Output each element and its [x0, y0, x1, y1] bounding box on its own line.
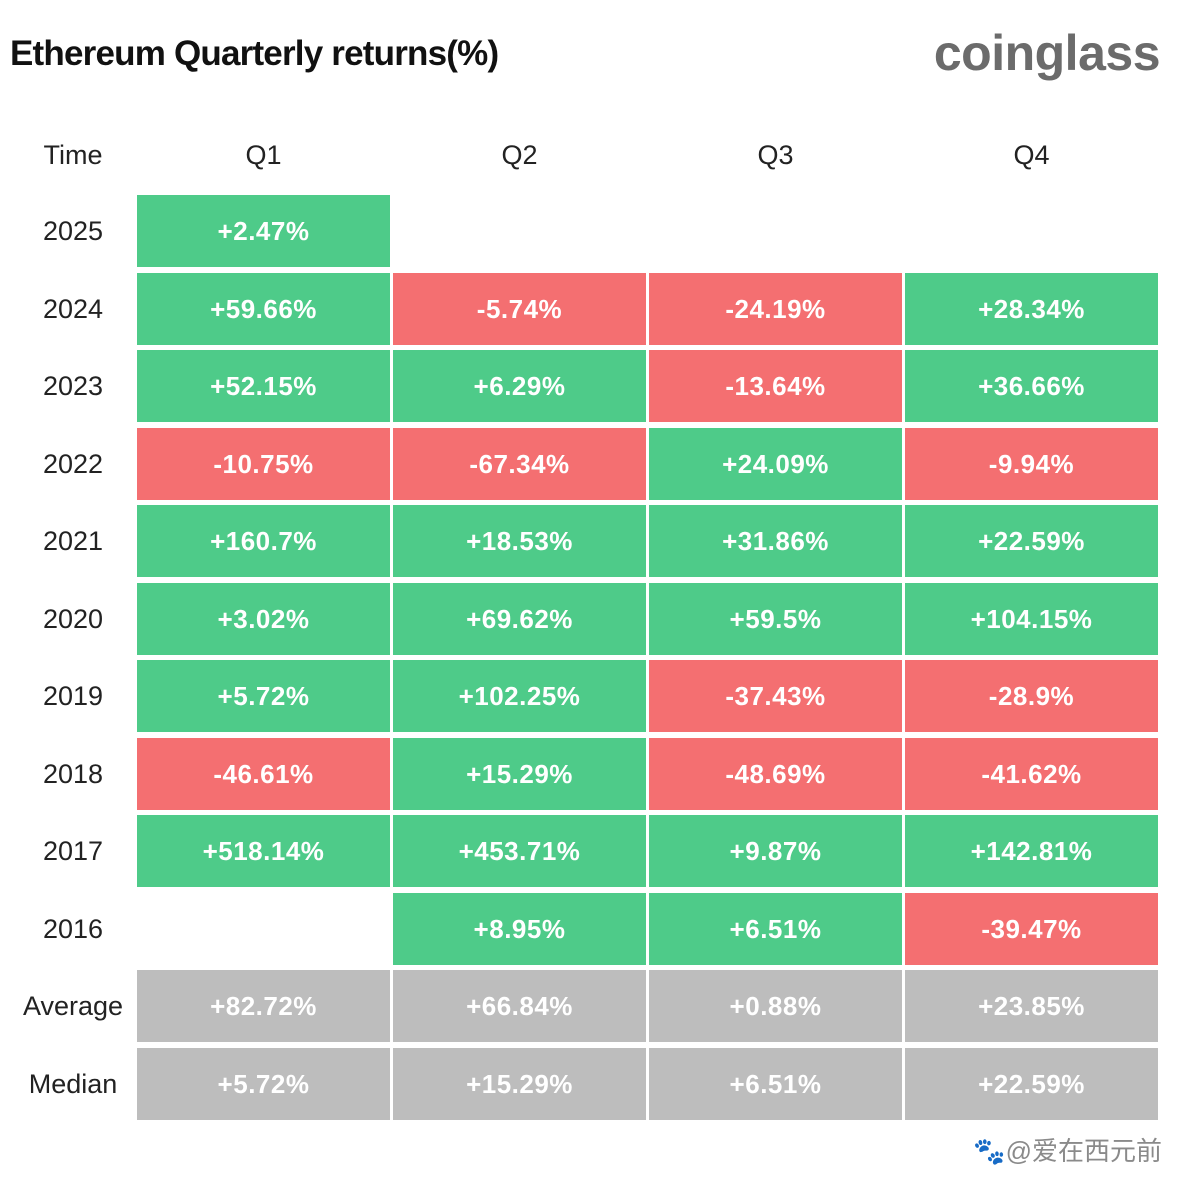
summary-cell: +6.51%: [649, 1048, 902, 1120]
row-label-2021: 2021: [42, 526, 104, 556]
row-label-2022: 2022: [42, 449, 104, 479]
return-cell: -10.75%: [137, 428, 390, 500]
coinglass-logo: coinglass: [933, 25, 1161, 81]
column-header-q1: Q1: [245, 140, 282, 170]
return-cell: +69.62%: [393, 583, 646, 655]
return-cell: +104.15%: [905, 583, 1158, 655]
return-cell: +28.34%: [905, 273, 1158, 345]
row-label-2025: 2025: [42, 216, 104, 246]
return-cell: +31.86%: [649, 505, 902, 577]
time-header: Time: [43, 140, 103, 170]
return-cell: +8.95%: [393, 893, 646, 965]
row-label-average: Average: [22, 991, 124, 1021]
return-cell: +3.02%: [137, 583, 390, 655]
return-cell: +6.51%: [649, 893, 902, 965]
column-header-q4: Q4: [1013, 140, 1050, 170]
return-cell: +9.87%: [649, 815, 902, 887]
row-label-2019: 2019: [42, 681, 104, 711]
return-cell: -13.64%: [649, 350, 902, 422]
summary-cell: +82.72%: [137, 970, 390, 1042]
return-cell: +160.7%: [137, 505, 390, 577]
return-cell: -28.9%: [905, 660, 1158, 732]
summary-cell: +15.29%: [393, 1048, 646, 1120]
return-cell: -41.62%: [905, 738, 1158, 810]
return-cell: +36.66%: [905, 350, 1158, 422]
return-cell: +142.81%: [905, 815, 1158, 887]
return-cell: +52.15%: [137, 350, 390, 422]
row-label-median: Median: [28, 1069, 118, 1099]
return-cell: -24.19%: [649, 273, 902, 345]
return-cell: +5.72%: [137, 660, 390, 732]
column-header-q3: Q3: [757, 140, 794, 170]
chart-title: Ethereum Quarterly returns(%): [10, 34, 499, 73]
row-label-2016: 2016: [42, 914, 104, 944]
return-cell: -9.94%: [905, 428, 1158, 500]
row-label-2023: 2023: [42, 371, 104, 401]
watermark: 🐾@爱在西元前: [973, 1136, 1162, 1166]
row-label-2018: 2018: [42, 759, 104, 789]
return-cell: +59.66%: [137, 273, 390, 345]
summary-cell: +66.84%: [393, 970, 646, 1042]
summary-cell: +0.88%: [649, 970, 902, 1042]
return-cell: +2.47%: [137, 195, 390, 267]
row-label-2020: 2020: [42, 604, 104, 634]
return-cell: +102.25%: [393, 660, 646, 732]
return-cell: -39.47%: [905, 893, 1158, 965]
return-cell: +518.14%: [137, 815, 390, 887]
return-cell: +6.29%: [393, 350, 646, 422]
summary-cell: +22.59%: [905, 1048, 1158, 1120]
summary-cell: +23.85%: [905, 970, 1158, 1042]
return-cell: -5.74%: [393, 273, 646, 345]
return-cell: +453.71%: [393, 815, 646, 887]
return-cell: -37.43%: [649, 660, 902, 732]
return-cell: +24.09%: [649, 428, 902, 500]
row-label-2017: 2017: [42, 836, 104, 866]
return-cell: +18.53%: [393, 505, 646, 577]
row-label-2024: 2024: [42, 294, 104, 324]
return-cell: +15.29%: [393, 738, 646, 810]
return-cell: -46.61%: [137, 738, 390, 810]
column-header-q2: Q2: [501, 140, 538, 170]
summary-cell: +5.72%: [137, 1048, 390, 1120]
return-cell: -48.69%: [649, 738, 902, 810]
return-cell: +59.5%: [649, 583, 902, 655]
return-cell: +22.59%: [905, 505, 1158, 577]
return-cell: -67.34%: [393, 428, 646, 500]
